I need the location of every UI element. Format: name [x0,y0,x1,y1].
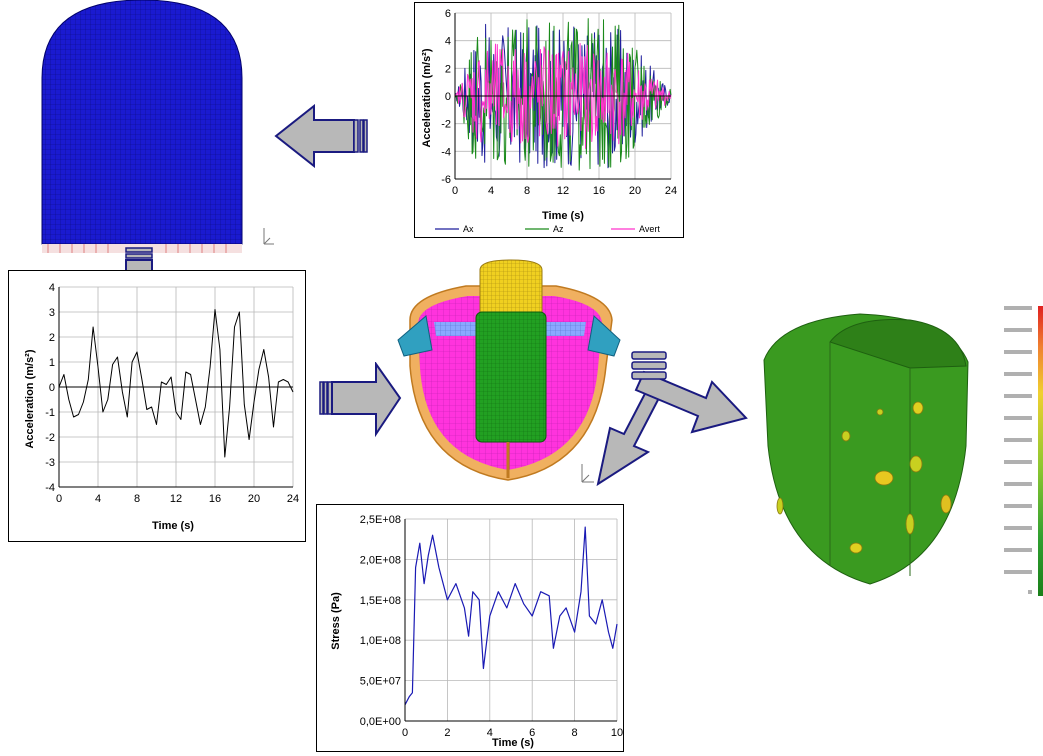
y-tick-labels: 0,0E+00 5,0E+07 1,0E+08 1,5E+08 2,0E+08 2,5E+… [360,514,401,728]
x-axis-label: Time (s) [492,737,534,749]
stress-color-scale [1002,302,1043,598]
y-tick-label: -3 [45,457,55,469]
x-axis-label: Time (s) [542,210,584,222]
y-tick-label: 2,0E+08 [360,554,401,566]
x-tick-label: 12 [170,493,182,505]
x-tick-label: 8 [524,185,530,197]
y-tick-label: 4 [49,282,55,294]
y-tick-label: 1 [49,357,55,369]
x-tick-labels: 0 4 8 12 16 20 24 [56,493,299,505]
y-tick-label: 1,5E+08 [360,595,401,607]
chart-series [58,309,294,458]
x-tick-label: 8 [134,493,140,505]
legend-label: Az [553,224,564,234]
chart-grid [404,518,618,722]
x-axis-label: Time (s) [152,520,194,532]
x-tick-label: 0 [402,727,408,739]
axis-triad-icon [258,222,276,248]
chart-axes [58,287,293,488]
y-tick-label: -6 [441,174,451,186]
arrow-right [318,360,402,438]
y-axis-label: Acceleration (m/s²) [421,48,433,147]
y-tick-label: 0,0E+00 [360,716,401,728]
x-tick-label: 8 [572,727,578,739]
y-tick-label: 4 [445,36,451,48]
x-tick-label: 4 [488,185,494,197]
x-tick-label: 20 [629,185,641,197]
y-tick-label: -4 [45,482,55,494]
y-tick-labels: -6 -4 -2 0 2 4 6 [441,8,451,186]
y-tick-label: 5,0E+07 [360,676,401,688]
stress-contour-model [760,296,972,588]
x-tick-label: 4 [487,727,493,739]
x-tick-label: 2 [444,727,450,739]
series-line-az [454,18,672,171]
x-tick-label: 4 [95,493,101,505]
input-acceleration-chart: -6 -4 -2 0 2 4 6 0 4 8 12 16 20 24 Time (s) Accelera… [414,2,684,238]
y-tick-label: -2 [441,119,451,131]
x-tick-label: 20 [248,493,260,505]
arrow-left [274,103,368,169]
y-tick-labels: -4 -3 -2 -1 0 1 2 3 4 [45,282,55,494]
x-tick-labels: 0 4 8 12 16 20 24 [452,185,677,197]
chart-axes [404,519,617,722]
axis-triad-icon [574,458,596,486]
legend-label: Avert [639,224,660,234]
y-tick-label: -4 [441,146,451,158]
tank-fe-model [36,0,248,262]
x-tick-label: 16 [209,493,221,505]
y-axis-label: Acceleration (m/s²) [24,349,36,448]
x-tick-label: 10 [611,727,623,739]
y-tick-label: 0 [49,382,55,394]
response-acceleration-chart: -4 -3 -2 -1 0 1 2 3 4 0 4 8 12 16 20 24 Time (s) Accel… [8,270,306,542]
y-tick-label: 2 [49,332,55,344]
y-tick-label: -2 [45,432,55,444]
chart-legend: Ax Az Avert [435,224,660,234]
x-tick-label: 24 [287,493,299,505]
x-tick-label: 24 [665,185,677,197]
y-axis-label: Stress (Pa) [330,592,342,650]
legend-label: Ax [463,224,474,234]
arrow-split [584,348,764,498]
y-tick-label: 1,0E+08 [360,635,401,647]
internal-structure-fe-model [396,256,622,484]
series-line-0 [404,526,618,706]
y-tick-label: 3 [49,307,55,319]
x-tick-label: 0 [452,185,458,197]
y-tick-label: 6 [445,8,451,20]
y-tick-label: 2 [445,63,451,75]
y-tick-label: -1 [45,407,55,419]
x-tick-label: 12 [557,185,569,197]
x-tick-label: 0 [56,493,62,505]
x-tick-label: 16 [593,185,605,197]
x-tick-labels: 0 2 4 6 8 10 [402,727,623,739]
chart-axes [454,13,671,180]
y-tick-label: 2,5E+08 [360,514,401,526]
series-line-0 [58,309,294,458]
stress-chart: 0,0E+00 5,0E+07 1,0E+08 1,5E+08 2,0E+08 2,5E+… [316,504,624,752]
x-tick-label: 6 [529,727,535,739]
chart-series [404,526,618,706]
y-tick-label: 0 [445,91,451,103]
